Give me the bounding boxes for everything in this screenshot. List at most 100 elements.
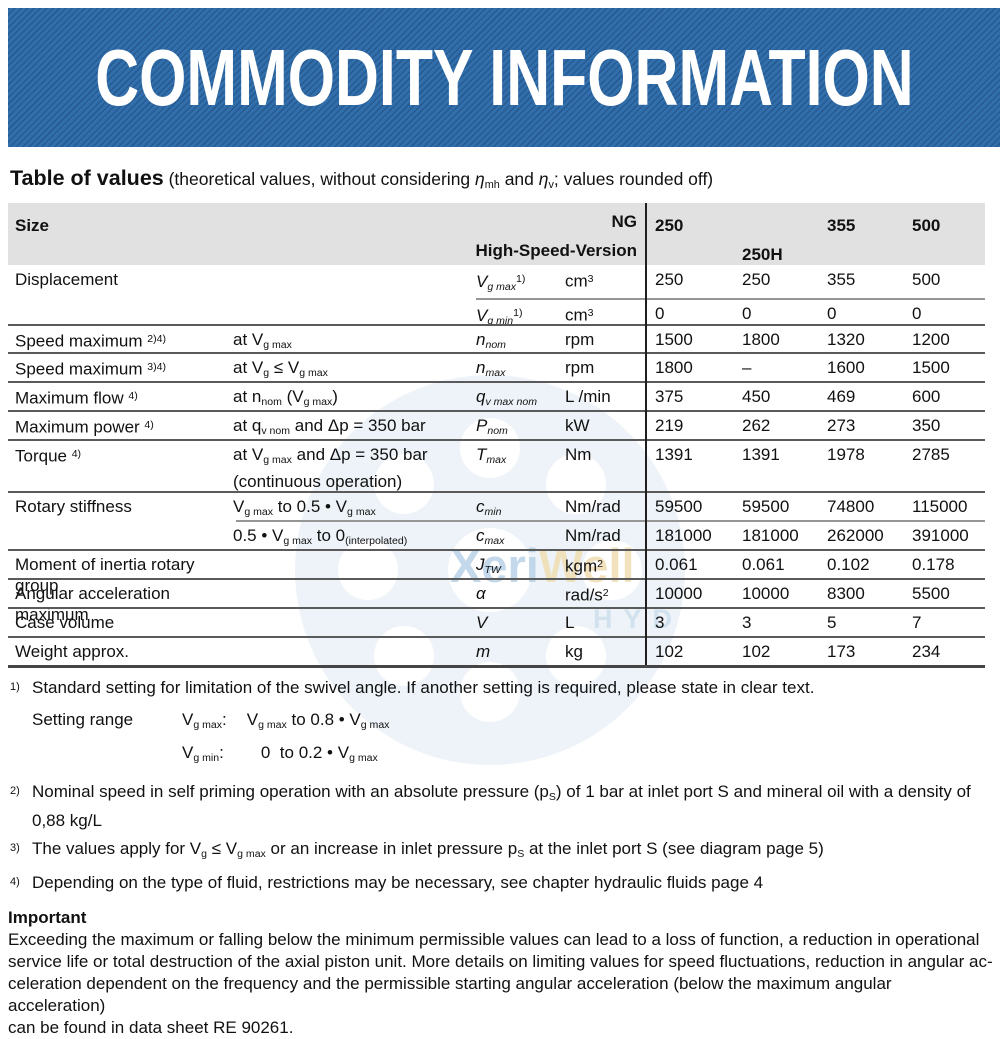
- row-condition: [233, 637, 476, 665]
- header-col-spacer: [817, 240, 902, 265]
- row-value: 3: [655, 613, 665, 632]
- header-empty: [8, 240, 233, 265]
- row-symbol: cmax: [476, 526, 505, 547]
- footnote-2: 2) Nominal speed in self priming operati…: [8, 780, 993, 832]
- table-row-angular-acceleration: Angular acceleration maximum α rad/s2 10…: [8, 578, 985, 624]
- header-col-250: 250: [655, 216, 684, 235]
- footnote-text: Nominal speed in self priming operation …: [32, 781, 971, 830]
- table-row-speed-max-nom: Speed maximum 2)4) at Vg max nnom rpm 15…: [8, 324, 985, 353]
- row-unit: L /min: [565, 387, 611, 406]
- row-value: 0: [655, 304, 665, 323]
- setting-range-key: Vg min:: [182, 742, 224, 764]
- row-value: 0: [912, 304, 922, 323]
- row-value: 8300: [827, 584, 865, 603]
- row-value: 500: [912, 270, 941, 289]
- row-value: 469: [827, 387, 856, 406]
- row-unit: kW: [565, 416, 590, 435]
- row-symbol: Vg min1): [476, 305, 523, 327]
- row-label: Moment of inertia rotary group: [15, 555, 195, 595]
- table-row-displacement-vgmin: Vg min1) cm3 0 0 0 0: [8, 298, 985, 327]
- row-value: 273: [827, 416, 856, 435]
- row-condition: at qv nom and Δp = 350 bar: [233, 416, 426, 437]
- row-value: 355: [827, 270, 856, 289]
- footnote-marker: 1): [10, 681, 20, 693]
- row-unit: cm3: [565, 305, 594, 325]
- row-value: 102: [655, 642, 684, 661]
- setting-range-row-vgmax: Vg max: Vg max to 0.8 • Vg max: [182, 706, 389, 739]
- table-bottom-border: [8, 665, 985, 668]
- row-symbol: V: [476, 613, 488, 632]
- row-value: 2785: [912, 445, 950, 464]
- row-value: 250: [742, 270, 771, 289]
- table-row-weight: Weight approx. m kg 102 102 173 234: [8, 636, 985, 665]
- table-row-max-flow: Maximum flow 4) at nnom (Vg max) qv max …: [8, 381, 985, 411]
- row-label: Maximum power 4): [15, 417, 154, 437]
- row-symbol: Pnom: [476, 416, 508, 437]
- row-symbol: m: [476, 642, 491, 661]
- footnote-marker: 3): [10, 841, 20, 854]
- row-condition: at Vg max and Δp = 350 bar (continuous op…: [233, 445, 428, 491]
- row-symbol: qv max nom: [476, 387, 537, 408]
- row-value: 391000: [912, 526, 969, 545]
- row-condition: at Vg max: [233, 330, 292, 351]
- header-size: Size: [15, 216, 50, 235]
- row-value: 1391: [742, 445, 780, 464]
- row-value: 1320: [827, 330, 865, 349]
- row-value: 181000: [655, 526, 712, 545]
- row-unit: Nm/rad: [565, 497, 621, 516]
- row-value: 234: [912, 642, 941, 661]
- setting-range-key: Vg max:: [182, 710, 227, 731]
- row-value: 1800: [742, 330, 780, 349]
- table-row-rotary-stiffness-max: 0.5 • Vg max to 0(interpolated) cmax Nm/…: [8, 520, 985, 550]
- row-value: 59500: [742, 497, 790, 516]
- row-condition: at Vg ≤ Vg max: [233, 358, 328, 379]
- row-value: 173: [827, 642, 856, 661]
- table-row-case-volume: Case volume V L 3 3 5 7: [8, 607, 985, 637]
- row-value: 10000: [742, 584, 790, 603]
- header-ng: NG: [611, 212, 638, 231]
- setting-range: Setting range Vg max: Vg max to 0.8 • Vg…: [32, 706, 993, 772]
- row-value: 1200: [912, 330, 950, 349]
- setting-range-label: Setting range: [32, 710, 134, 729]
- row-value: 1500: [912, 358, 950, 377]
- footnote-marker: 4): [10, 875, 20, 888]
- row-value: 115000: [912, 497, 968, 516]
- values-table: Size NG 250 355 500 High-Speed-Version 2…: [8, 203, 985, 668]
- footnote-4: 4) Depending on the type of fluid, restr…: [8, 871, 993, 894]
- table-header: Size NG 250 355 500 High-Speed-Version 2…: [8, 203, 985, 265]
- row-value: 250: [655, 270, 684, 289]
- footnote-1: 1) Standard setting for limitation of th…: [8, 676, 993, 699]
- row-label: Speed maximum 3)4): [15, 359, 167, 379]
- footnotes: 1) Standard setting for limitation of th…: [8, 676, 993, 1039]
- row-value: 102: [742, 642, 771, 661]
- table-row-speed-max: Speed maximum 3)4) at Vg ≤ Vg max nmax r…: [8, 352, 985, 382]
- footnote-3: 3) The values apply for Vg ≤ Vg max or a…: [8, 837, 993, 866]
- important-title: Important: [8, 907, 87, 927]
- table-row-torque: Torque 4) at Vg max and Δp = 350 bar (con…: [8, 439, 985, 492]
- row-symbol: Vg max1): [476, 271, 526, 293]
- header-col-spacer: [902, 240, 985, 265]
- footnote-text: Standard setting for limitation of the s…: [32, 678, 815, 697]
- section-subtitle: (theoretical values, without considering…: [168, 169, 714, 192]
- row-label: Displacement: [15, 270, 118, 289]
- header-col-spacer: [732, 211, 817, 240]
- row-symbol: nnom: [476, 330, 506, 351]
- row-unit: rpm: [565, 330, 595, 349]
- row-symbol: nmax: [476, 358, 506, 379]
- footnote-text: The values apply for Vg ≤ Vg max or an i…: [32, 838, 824, 860]
- row-label: Angular acceleration maximum: [15, 584, 170, 624]
- row-label: Speed maximum 2)4): [15, 331, 167, 351]
- header-col-500: 500: [912, 216, 941, 235]
- row-unit: cm3: [565, 271, 594, 291]
- row-condition: [233, 265, 476, 299]
- row-value: 1500: [655, 330, 693, 349]
- important-section: Important Exceeding the maximum or falli…: [8, 907, 993, 1039]
- header-col-spacer: [645, 240, 732, 265]
- row-value: 0.178: [912, 555, 955, 574]
- row-value: –: [742, 358, 752, 377]
- row-value: 0.102: [827, 555, 870, 574]
- row-condition: [233, 608, 476, 637]
- section-title: Table of values: [10, 166, 164, 190]
- row-value: 7: [912, 613, 922, 632]
- row-value: 350: [912, 416, 941, 435]
